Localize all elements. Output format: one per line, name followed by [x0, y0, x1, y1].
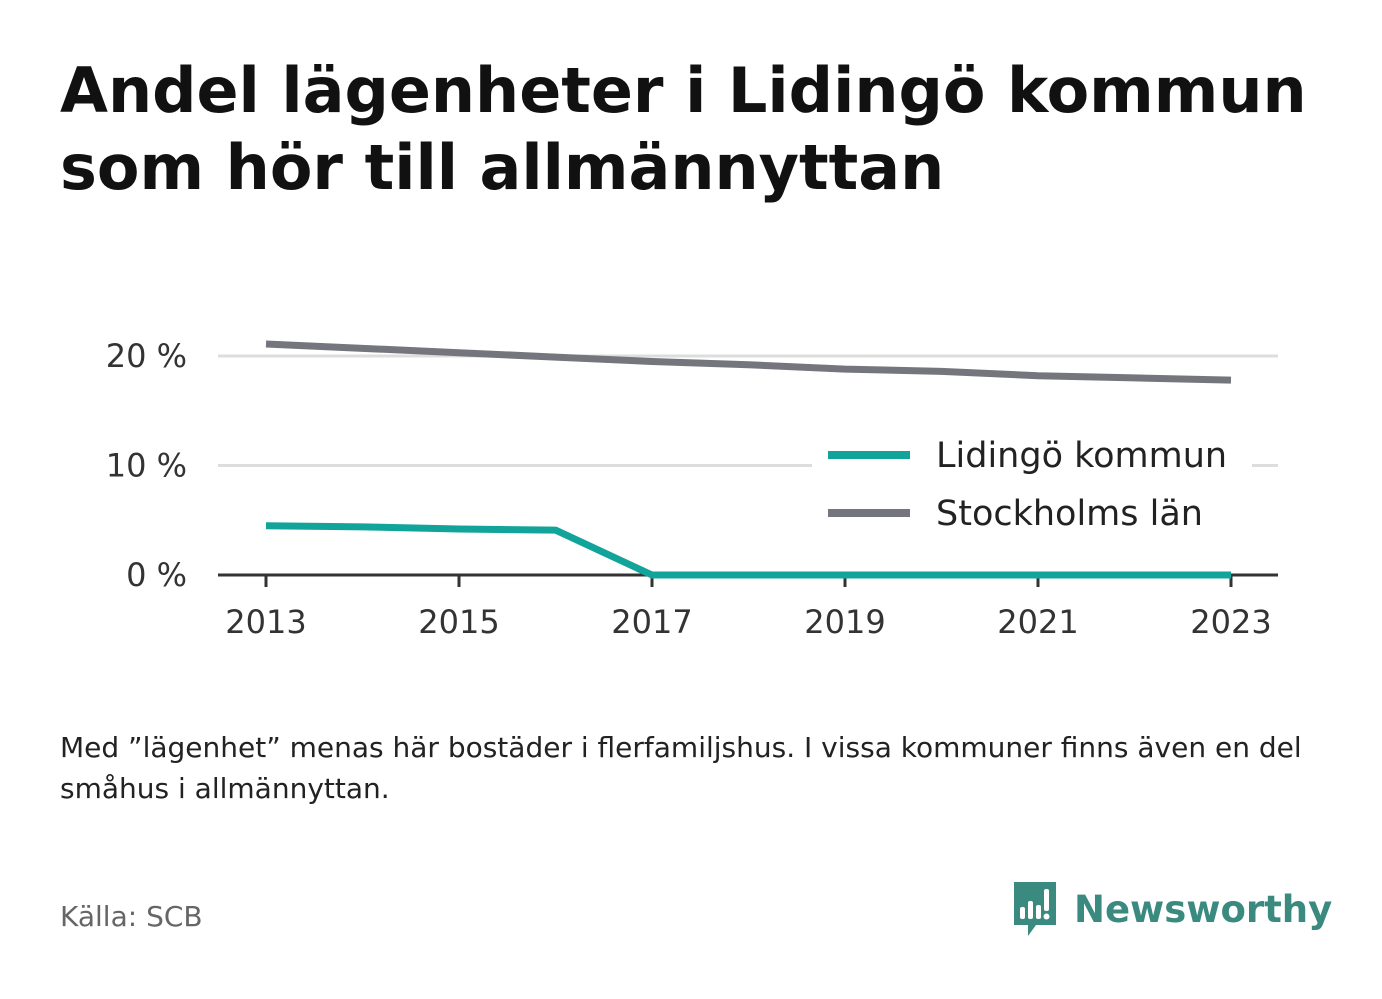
source-credit: Källa: SCB: [60, 900, 203, 933]
x-tick-label-2021: 2021: [997, 603, 1078, 641]
series-lines: [265, 340, 1232, 579]
x-tick-label-2023: 2023: [1190, 603, 1271, 641]
brand-name: Newsworthy: [1074, 887, 1333, 931]
x-axis: 2013 2015 2017 2019 2021 2023: [218, 573, 1278, 641]
chart-note: Med ”lägenhet” menas här bostäder i fler…: [60, 731, 1302, 805]
series-line-0: [265, 522, 1231, 579]
x-tick-label-2019: 2019: [804, 603, 885, 641]
legend-label-1: Stockholms län: [936, 494, 1203, 534]
legend-label-0: Lidingö kommun: [936, 436, 1227, 476]
chart-title: Andel lägenheter i Lidingö kommun som hö…: [60, 54, 1307, 204]
series-line-1: [265, 340, 1232, 384]
newsworthy-logo-icon: [1014, 882, 1056, 936]
legend-background: [812, 430, 1252, 540]
legend: Lidingö kommun Stockholms län: [812, 430, 1252, 540]
brand-logo: Newsworthy: [1010, 878, 1332, 940]
x-tick-label-2017: 2017: [611, 603, 692, 641]
y-tick-label-0: 0 %: [126, 556, 187, 594]
x-tick-label-2013: 2013: [225, 603, 306, 641]
y-tick-label-10: 10 %: [106, 447, 187, 485]
x-tick-label-2015: 2015: [418, 603, 499, 641]
y-tick-label-20: 20 %: [106, 337, 187, 375]
